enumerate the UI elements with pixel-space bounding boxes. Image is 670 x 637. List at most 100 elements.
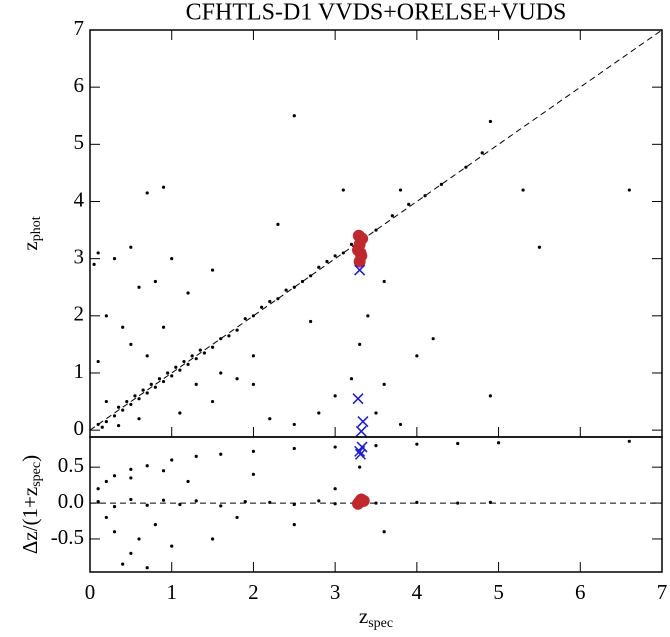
point	[210, 399, 215, 404]
point	[137, 417, 141, 421]
point	[352, 229, 365, 242]
point	[317, 499, 321, 503]
point	[145, 354, 149, 358]
point	[300, 279, 305, 284]
point	[439, 182, 443, 186]
point	[349, 242, 354, 246]
point	[382, 382, 386, 387]
point	[157, 377, 162, 381]
point	[137, 285, 141, 289]
point	[355, 425, 367, 437]
point	[129, 497, 133, 502]
axis-label: zspec	[359, 604, 393, 631]
point	[488, 500, 492, 504]
point	[251, 382, 256, 387]
point	[333, 394, 337, 398]
point	[292, 446, 296, 451]
point	[268, 500, 272, 504]
point	[186, 362, 190, 367]
point	[161, 325, 166, 329]
point	[333, 254, 337, 258]
point	[488, 119, 492, 124]
y-tick-label: 2	[74, 302, 85, 326]
point	[153, 523, 157, 527]
point	[219, 504, 223, 508]
y-tick-label: 0.5	[58, 453, 84, 477]
point	[178, 368, 182, 372]
point	[521, 188, 525, 192]
point	[276, 297, 280, 301]
point	[194, 382, 198, 387]
point	[104, 419, 108, 424]
one-to-one-line	[89, 29, 663, 431]
plot-frame	[89, 29, 663, 438]
point	[170, 374, 174, 378]
point	[96, 487, 100, 491]
point	[309, 274, 313, 278]
point	[96, 359, 100, 364]
x-tick-label: 6	[575, 580, 586, 604]
point	[537, 245, 542, 249]
y-tick-label: 0.0	[58, 489, 84, 513]
point	[627, 188, 631, 192]
point	[129, 476, 133, 480]
point	[194, 454, 198, 458]
point	[129, 245, 133, 249]
point	[356, 441, 368, 453]
axis-label-sub: phot	[29, 216, 44, 241]
point	[104, 314, 108, 318]
point	[292, 422, 296, 427]
point	[235, 377, 239, 381]
point	[161, 498, 166, 502]
point	[243, 500, 247, 504]
point	[161, 185, 166, 189]
point	[407, 202, 411, 206]
point	[333, 445, 337, 449]
point	[349, 377, 354, 381]
axis-label-main: )	[18, 455, 42, 462]
point	[366, 314, 370, 318]
point	[354, 264, 366, 276]
point	[227, 334, 231, 338]
point	[284, 288, 288, 292]
point	[170, 544, 174, 548]
point	[194, 499, 198, 503]
point	[121, 562, 125, 566]
y-tick-label: 4	[74, 187, 85, 211]
point	[333, 502, 337, 506]
point	[121, 408, 125, 412]
y-tick-label: 7	[74, 16, 85, 40]
point	[496, 441, 501, 445]
point	[317, 265, 321, 269]
axis-label-main: z	[18, 241, 42, 250]
point	[170, 458, 174, 462]
point	[219, 337, 223, 341]
point	[121, 325, 125, 329]
y-tick-label: 6	[74, 73, 85, 97]
point	[317, 411, 321, 415]
point	[149, 382, 153, 387]
point	[198, 348, 202, 352]
point	[170, 257, 174, 261]
y-tick-label: 1	[74, 359, 85, 383]
point	[219, 452, 223, 456]
point	[398, 188, 403, 192]
point	[161, 379, 166, 384]
point	[415, 354, 419, 358]
point	[96, 422, 100, 427]
point	[333, 487, 337, 491]
point	[431, 337, 435, 341]
point	[210, 537, 215, 541]
point	[104, 479, 108, 484]
point	[456, 441, 460, 446]
point	[354, 246, 367, 259]
point	[268, 417, 272, 421]
point	[415, 500, 419, 504]
point	[104, 515, 108, 520]
x-tick-label: 2	[248, 580, 259, 604]
point	[358, 465, 362, 469]
point	[129, 467, 133, 471]
point	[112, 530, 117, 534]
point	[178, 411, 182, 415]
